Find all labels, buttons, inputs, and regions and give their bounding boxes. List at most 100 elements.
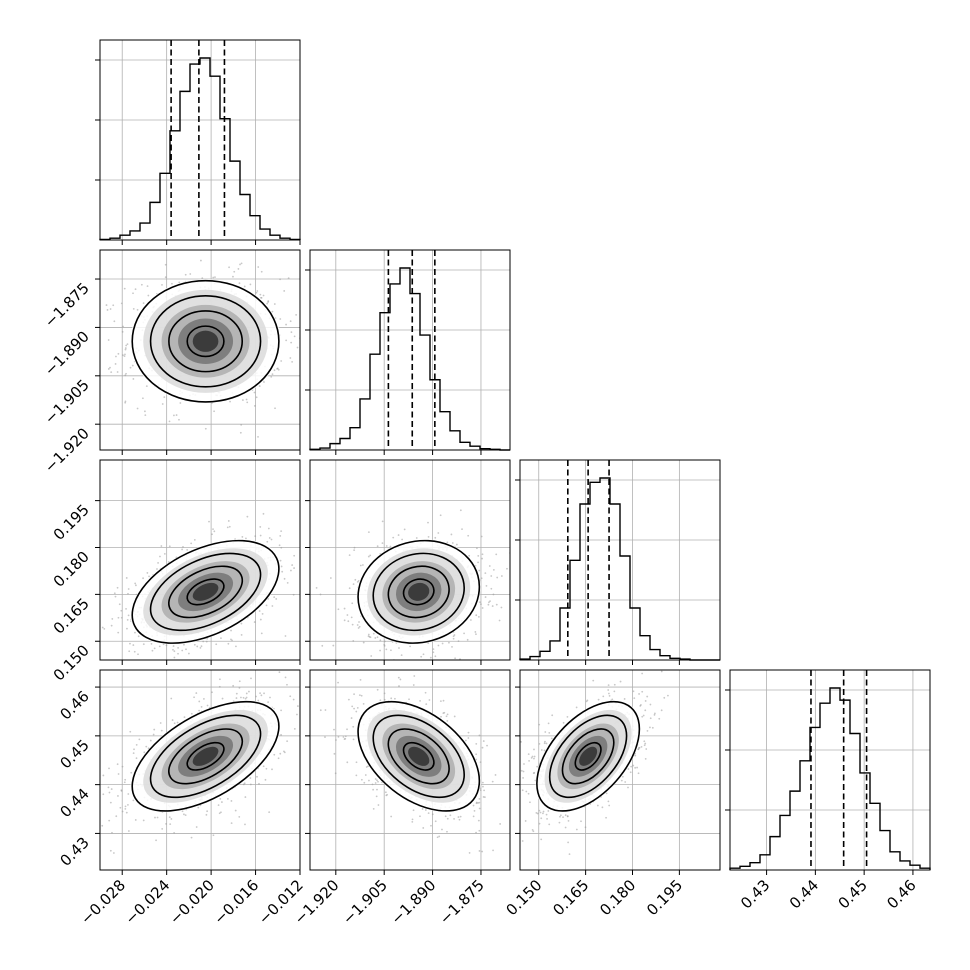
- scatter-point-1-2: [385, 648, 388, 651]
- scatter-point-0-3: [206, 810, 209, 813]
- scatter-point-1-3: [346, 761, 349, 764]
- scatter-point-0-3: [173, 722, 176, 725]
- scatter-point-2-3: [608, 694, 611, 697]
- scatter-point-0-1: [134, 288, 137, 291]
- scatter-point-1-2: [356, 624, 359, 626]
- scatter-point-1-2: [353, 549, 356, 552]
- scatter-point-0-3: [102, 774, 105, 777]
- contour-1-3-2: [372, 714, 465, 799]
- scatter-point-0-3: [190, 836, 193, 839]
- contour-0-1-3: [131, 279, 280, 403]
- scatter-point-0-3: [176, 721, 179, 724]
- scatter-point-0-1: [273, 303, 276, 305]
- scatter-point-1-3: [342, 736, 345, 738]
- scatter-point-0-1: [147, 294, 150, 297]
- scatter-point-0-1: [271, 373, 274, 376]
- scatter-point-2-3: [567, 819, 570, 822]
- scatter-point-2-3: [607, 663, 609, 665]
- scatter-point-1-2: [479, 601, 481, 604]
- scatter-point-0-1: [109, 308, 112, 310]
- scatter-point-0-1: [290, 331, 293, 334]
- scatter-point-1-3: [486, 744, 488, 747]
- scatter-point-0-2: [241, 536, 244, 538]
- contour-0-2-1: [168, 565, 244, 619]
- scatter-point-1-3: [335, 739, 337, 741]
- scatter-point-1-2: [420, 655, 423, 658]
- scatter-point-0-3: [169, 823, 172, 826]
- scatter-point-0-1: [238, 282, 241, 285]
- scatter-point-0-1: [124, 401, 127, 404]
- scatter-point-2-3: [643, 740, 646, 743]
- scatter-point-0-3: [108, 767, 110, 770]
- scatter-point-0-2: [266, 540, 269, 543]
- scatter-point-0-2: [158, 645, 161, 648]
- scatter-point-0-2: [188, 652, 190, 655]
- scatter-point-1-3: [478, 797, 481, 800]
- scatter-point-1-2: [422, 653, 425, 656]
- scatter-point-1-2: [398, 647, 400, 649]
- scatter-point-1-2: [343, 619, 346, 622]
- scatter-point-0-1: [136, 308, 139, 311]
- scatter-point-0-3: [108, 791, 111, 794]
- histogram-panel-1: [305, 249, 511, 451]
- scatter-point-0-2: [258, 610, 261, 612]
- scatter-point-1-2: [353, 546, 356, 549]
- density-content-1-3: [310, 670, 510, 870]
- scatter-point-0-1: [283, 290, 286, 292]
- scatter-point-1-2: [358, 621, 360, 623]
- scatter-point-0-2: [148, 575, 150, 578]
- scatter-point-1-2: [427, 536, 430, 538]
- scatter-point-2-3: [637, 772, 640, 775]
- scatter-point-0-1: [140, 283, 143, 286]
- scatter-point-0-1: [255, 291, 258, 294]
- scatter-point-1-3: [352, 738, 355, 741]
- scatter-point-0-2: [181, 548, 184, 551]
- scatter-point-0-3: [245, 692, 248, 695]
- scatter-point-1-2: [490, 575, 493, 577]
- scatter-point-0-1: [201, 277, 204, 280]
- scatter-point-1-2: [453, 634, 456, 636]
- scatter-point-2-3: [575, 828, 578, 831]
- scatter-point-0-2: [81, 681, 83, 683]
- scatter-point-0-3: [111, 831, 113, 834]
- scatter-point-1-2: [346, 614, 349, 616]
- scatter-point-0-3: [296, 713, 298, 716]
- scatter-point-1-3: [371, 783, 374, 786]
- scatter-point-0-3: [127, 793, 130, 795]
- contour-0-3-1: [168, 728, 244, 785]
- hist-3-frame: [729, 669, 931, 871]
- scatter-point-0-1: [229, 400, 231, 403]
- scatter-point-0-3: [117, 795, 119, 797]
- scatter-point-0-2: [186, 549, 189, 551]
- scatter-point-2-3: [524, 820, 527, 822]
- scatter-point-0-3: [121, 765, 124, 768]
- scatter-point-0-3: [127, 803, 129, 806]
- scatter-point-1-3: [491, 780, 494, 783]
- scatter-point-0-1: [124, 347, 127, 349]
- scatter-point-0-1: [184, 273, 187, 276]
- scatter-point-0-2: [127, 592, 129, 595]
- scatter-point-0-1: [123, 355, 126, 358]
- scatter-point-0-3: [117, 773, 120, 775]
- scatter-point-1-3: [368, 779, 370, 782]
- scatter-point-1-3: [481, 746, 484, 749]
- contour-0-3-3: [131, 700, 280, 812]
- scatter-point-0-3: [107, 786, 110, 789]
- scatter-point-0-2: [280, 546, 283, 549]
- scatter-point-0-2: [280, 530, 283, 533]
- scatter-point-1-2: [437, 644, 440, 647]
- scatter-point-0-2: [142, 643, 145, 646]
- scatter-point-0-2: [226, 526, 229, 529]
- scatter-point-0-2: [132, 644, 135, 646]
- scatter-point-1-2: [374, 637, 377, 639]
- scatter-point-0-2: [302, 581, 304, 583]
- scatter-point-0-2: [265, 604, 268, 607]
- density-content-0-1: [100, 250, 300, 450]
- scatter-point-0-2: [134, 631, 136, 634]
- scatter-point-1-2: [470, 619, 472, 621]
- scatter-point-1-2: [429, 656, 432, 659]
- scatter-point-0-3: [133, 748, 135, 751]
- scatter-point-1-3: [424, 809, 427, 811]
- scatter-point-2-3: [641, 690, 644, 693]
- scatter-point-2-3: [633, 697, 636, 700]
